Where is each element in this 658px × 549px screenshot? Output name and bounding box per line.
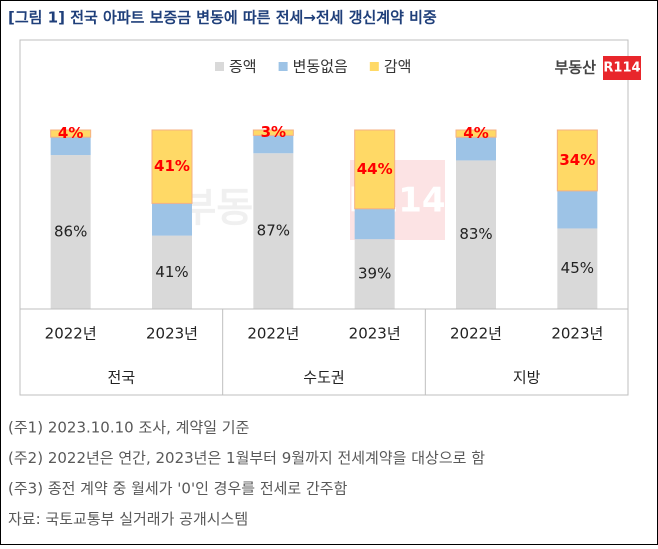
- data-label: 44%: [357, 160, 393, 178]
- bar-segment: [50, 137, 91, 156]
- note: (주3) 종전 계약 중 월세가 '0'인 경우를 전세로 간주함: [8, 480, 348, 498]
- group-label: 수도권: [303, 369, 344, 387]
- data-label: 4%: [463, 124, 488, 142]
- bar-segment: [557, 190, 598, 229]
- x-tick-label: 2023년: [551, 325, 603, 343]
- bar-segment: [455, 129, 497, 138]
- x-tick-label: 2022년: [45, 325, 97, 343]
- bar-segment: [152, 235, 192, 309]
- brand: 부동산: [555, 59, 597, 77]
- bar-segment: [253, 135, 294, 154]
- bar-segment: [50, 129, 92, 138]
- legend-label: 감액: [384, 58, 412, 76]
- data-label: 34%: [559, 151, 595, 169]
- data-label: 83%: [459, 225, 492, 243]
- legend-swatch: [278, 62, 288, 71]
- bar-segment: [152, 203, 192, 236]
- data-label: 41%: [155, 263, 188, 281]
- note: (주2) 2022년은 연간, 2023년은 1월부터 9월까지 전세계약을 대…: [8, 449, 485, 467]
- note: (주1) 2023.10.10 조사, 계약일 기준: [8, 419, 250, 437]
- brand-mark-box: [603, 56, 641, 80]
- group-label: 지방: [513, 369, 541, 387]
- bar-segment: [50, 155, 91, 309]
- data-label: 4%: [58, 124, 83, 142]
- x-tick-label: 2022년: [450, 325, 502, 343]
- bar-segment: [557, 228, 598, 309]
- x-tick-label: 2022년: [247, 325, 299, 343]
- note: 자료: 국토교통부 실거래가 공개시스템: [8, 510, 248, 528]
- bar-segment: [456, 137, 496, 161]
- brand-mark: R114: [603, 61, 640, 76]
- bar-segment: [456, 160, 496, 309]
- data-label: 41%: [154, 157, 190, 175]
- bar-segment: [556, 129, 598, 192]
- data-label: 3%: [261, 123, 286, 141]
- group-label: 전국: [108, 369, 136, 387]
- bar-segment: [354, 239, 395, 309]
- legend-label: 증액: [229, 58, 257, 76]
- legend-label: 변동없음: [293, 58, 348, 76]
- x-tick-label: 2023년: [146, 325, 198, 343]
- bar-segment: [354, 129, 396, 210]
- bar-segment: [252, 129, 294, 136]
- chart-title: [그림 1] 전국 아파트 보증금 변동에 따른 전세→전세 갱신계약 비중: [8, 9, 437, 27]
- data-label: 39%: [358, 265, 391, 283]
- bar-segment: [151, 129, 193, 204]
- legend-swatch: [369, 62, 379, 71]
- legend-swatch: [215, 62, 224, 71]
- chart-box: [19, 39, 629, 396]
- bar-segment: [253, 153, 294, 309]
- x-tick-label: 2023년: [349, 325, 401, 343]
- data-label: 87%: [257, 222, 290, 240]
- bar-segment: [354, 208, 395, 240]
- data-label: 86%: [54, 223, 87, 241]
- data-label: 45%: [561, 259, 594, 277]
